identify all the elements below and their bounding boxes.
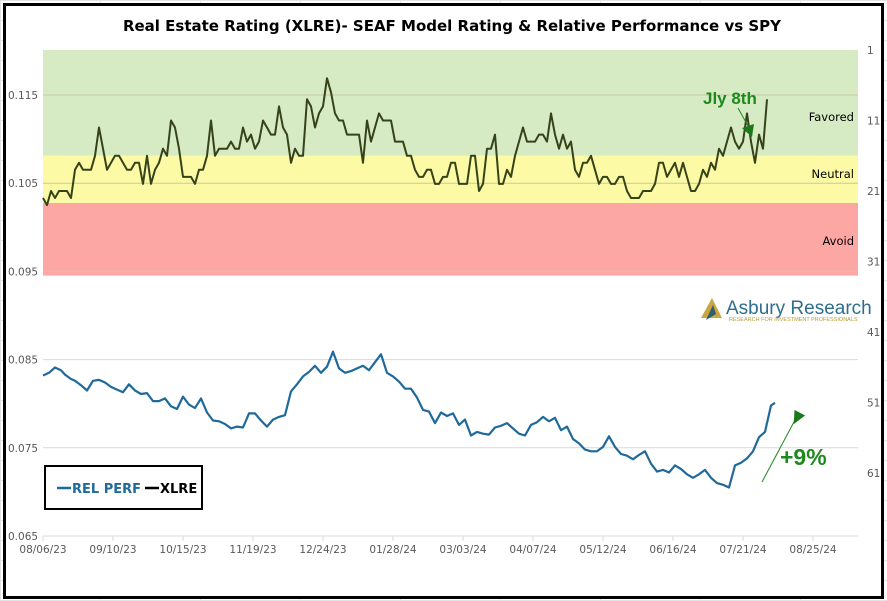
left-tick-label: 0.085 [8,355,38,367]
x-axis-ticks: 08/06/23 09/10/23 10/15/23 11/19/23 12/24/23… [19,535,846,556]
right-tick-label: 41 [867,327,880,339]
x-tick-label: 08/06/23 [19,544,66,556]
annotation-jly8: Jly 8th [703,89,757,137]
x-tick-label: 07/21/24 [719,544,766,556]
logo-mark-inner-icon [706,305,716,320]
annotation-plus9: +9% [761,409,827,483]
logo-name: Asbury Research [726,298,872,319]
band-label-favored: Favored [809,110,854,124]
band-labels: Favored Neutral Avoid [809,110,854,248]
annotation-plus9-arrow-line [761,419,796,483]
left-tick-label: 0.075 [8,443,38,455]
annotation-plus9-label: +9% [780,444,827,470]
x-tick-label: 04/07/24 [509,544,556,556]
right-tick-label: 21 [867,186,880,198]
left-tick-label: 0.065 [8,531,38,543]
series-line-rel-perf [42,350,776,489]
asbury-logo: Asbury Research RESEARCH FOR INVESTMENT … [701,298,872,323]
annotation-jly8-arrowhead-icon [742,124,754,137]
annotation-jly8-label: Jly 8th [703,89,757,108]
annotation-plus9-arrowhead-icon [793,409,806,425]
x-tick-label: 06/16/24 [649,544,696,556]
legend-label-xlre: XLRE [160,482,197,497]
series-line-xlre [42,77,768,207]
band-label-avoid: Avoid [822,234,854,248]
left-tick-label: 0.095 [8,266,38,278]
logo-tagline: RESEARCH FOR INVESTMENT PROFESSIONALS [729,317,858,323]
legend-box [44,465,203,510]
x-tick-label: 11/19/23 [229,544,276,556]
right-tick-label: 31 [867,257,880,269]
band-label-neutral: Neutral [812,167,854,181]
x-tick-label: 03/03/24 [439,544,486,556]
x-tick-label: 05/12/24 [579,544,626,556]
left-axis-ticks: 0.065 0.075 0.085 0.095 0.105 0.115 [8,90,38,543]
right-tick-label: 51 [867,398,880,410]
right-tick-label: 61 [867,468,880,480]
band-favored [43,50,858,156]
rating-bands [43,50,858,276]
x-tick-label: 08/25/24 [789,544,836,556]
x-tick-label: 10/15/23 [159,544,206,556]
legend: REL PERF XLRE [44,465,203,510]
right-tick-label: 11 [867,116,880,128]
series-lines [42,77,776,489]
chart-title: Real Estate Rating (XLRE)- SEAF Model Ra… [123,17,782,35]
band-avoid [43,202,858,276]
legend-label-rel-perf: REL PERF [72,482,141,497]
left-tick-label: 0.105 [8,178,38,190]
logo-mark-icon [701,298,722,318]
x-tick-label: 01/28/24 [369,544,416,556]
right-tick-label: 1 [867,45,874,57]
x-tick-label: 09/10/23 [89,544,136,556]
left-tick-label: 0.115 [8,90,38,102]
annotation-jly8-arrow-line [737,107,749,127]
x-tick-label: 12/24/23 [299,544,346,556]
